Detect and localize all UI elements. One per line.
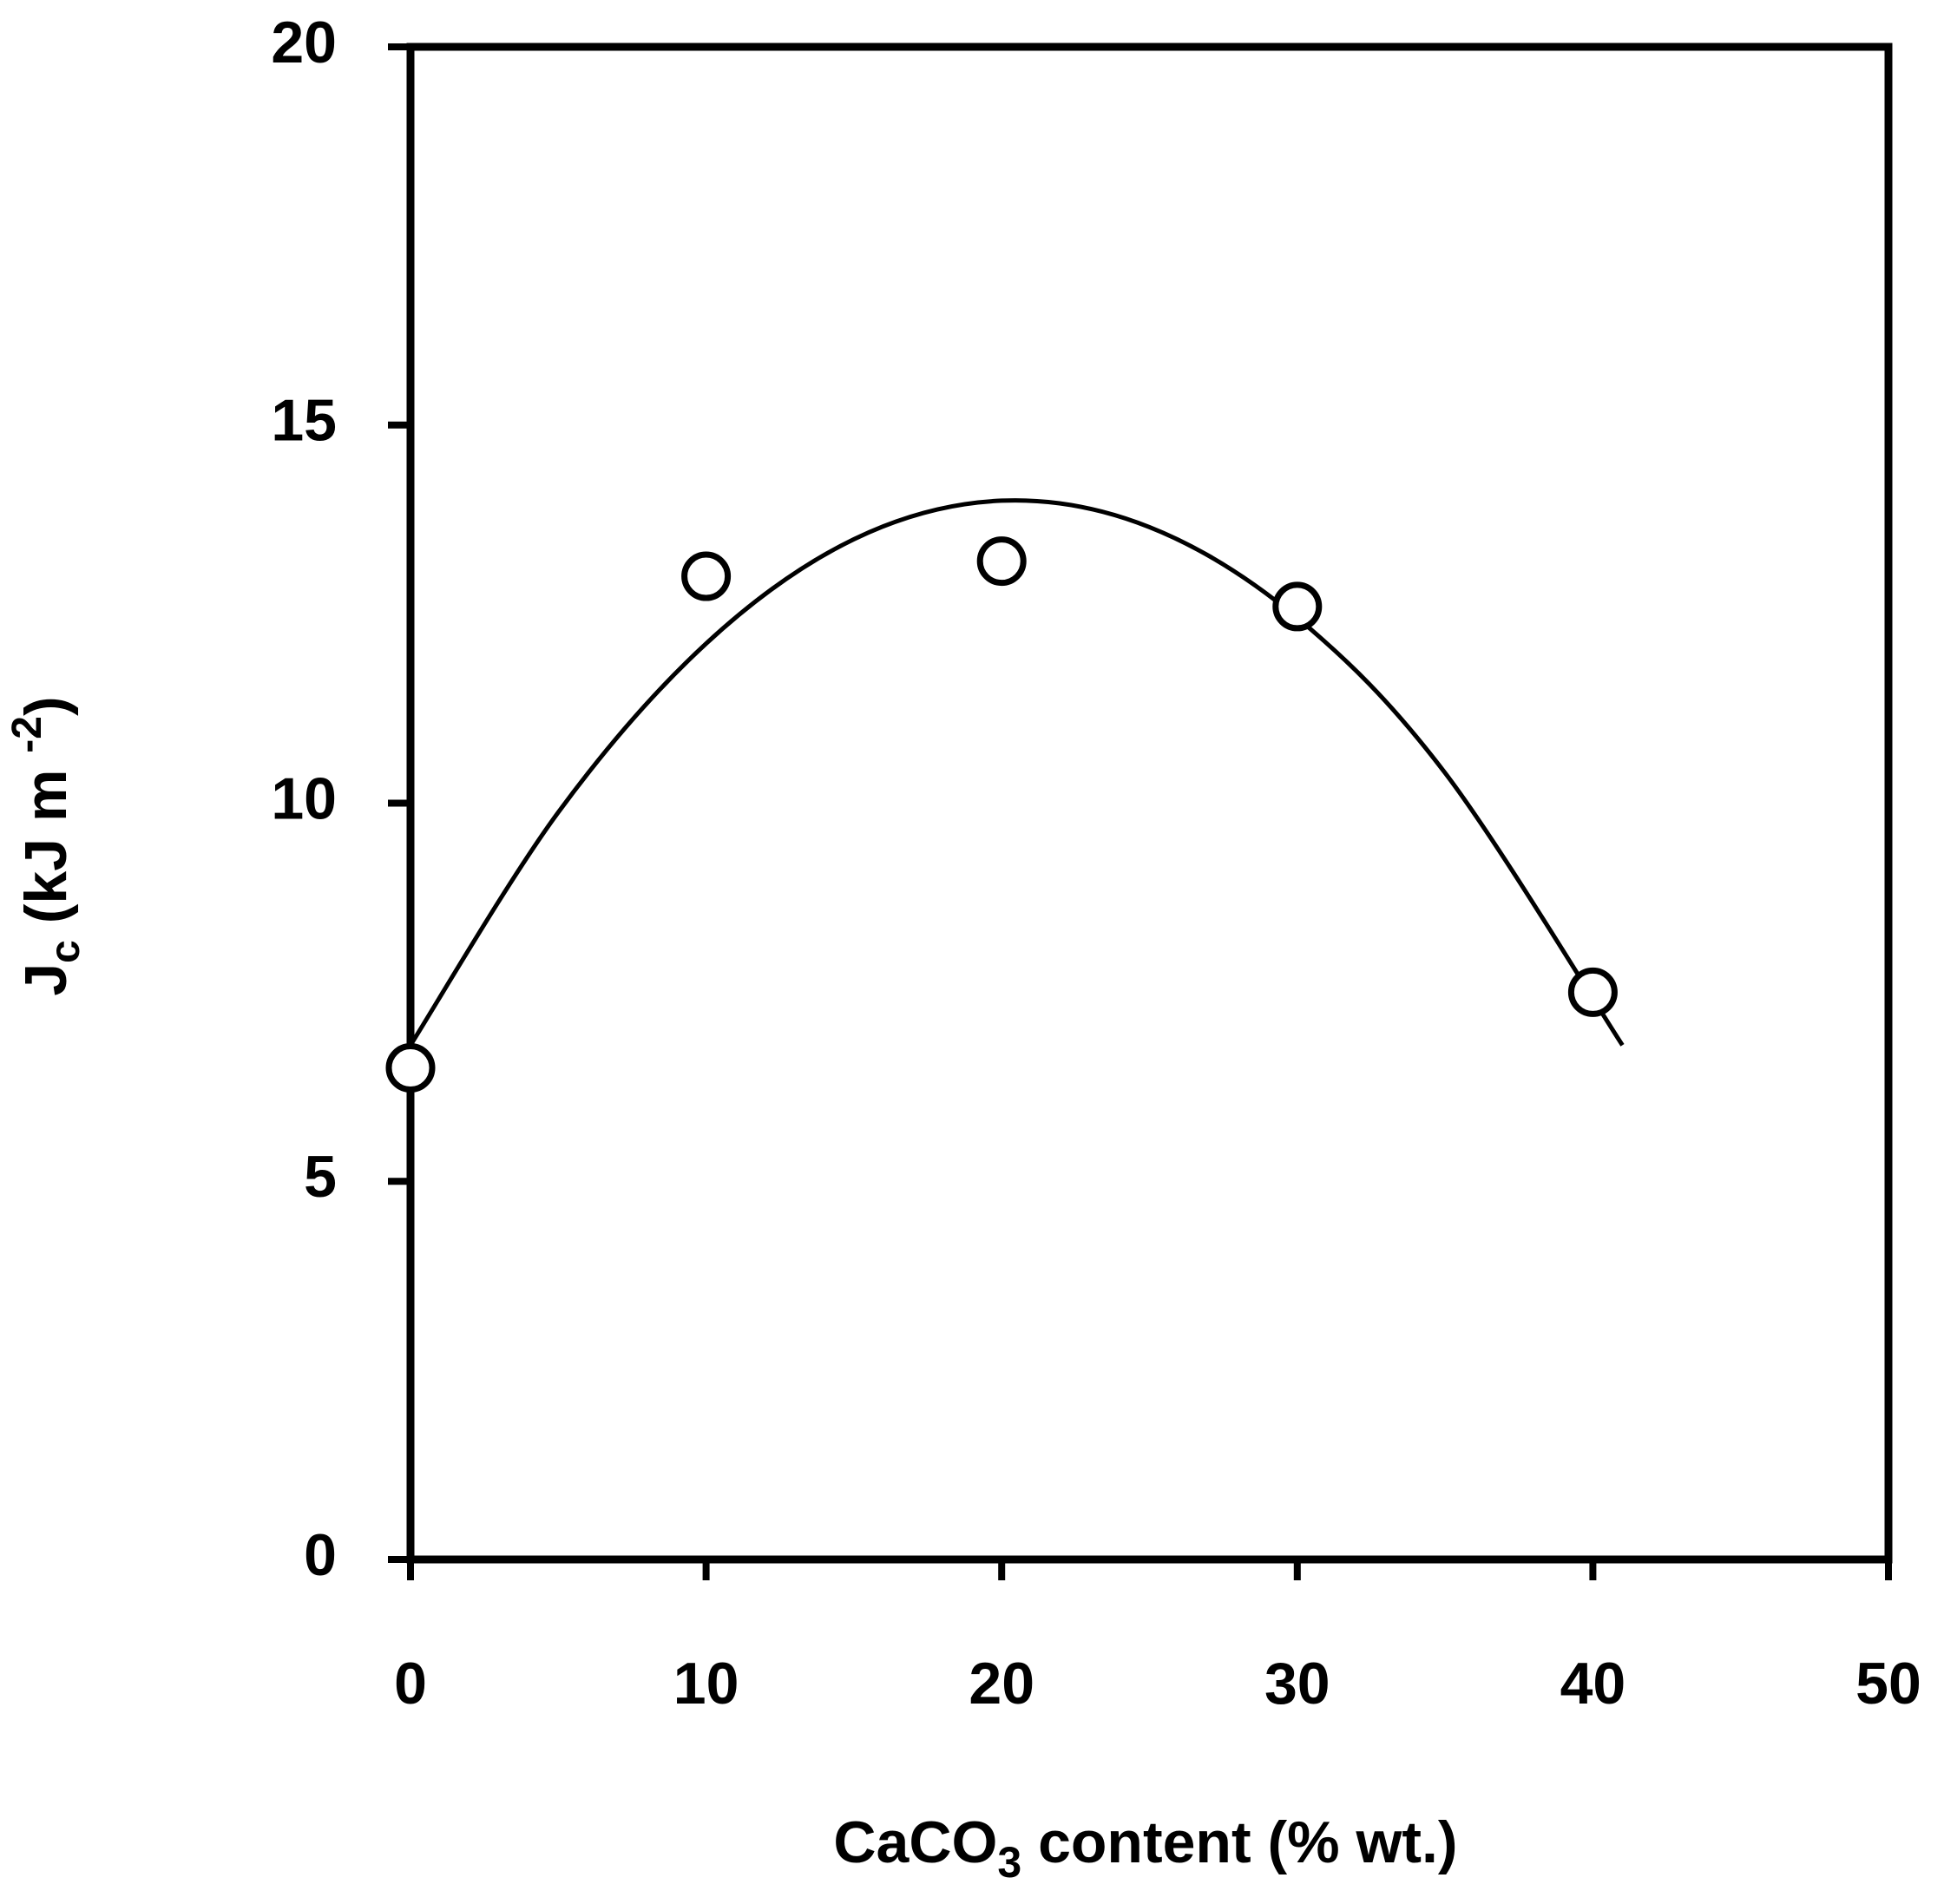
- y-label-part: (kJ m: [13, 753, 79, 940]
- fit-curve: [408, 498, 1625, 1047]
- x-tick-label: 40: [1560, 1651, 1626, 1717]
- y-tick-label: 10: [271, 765, 337, 831]
- x-tick-label: 0: [394, 1651, 427, 1717]
- x-label-part: content (% wt.): [1021, 1809, 1457, 1875]
- x-tick-label: 30: [1264, 1651, 1330, 1717]
- data-point: [976, 536, 1027, 587]
- data-point: [1272, 581, 1323, 632]
- x-tick-label: 10: [673, 1651, 739, 1717]
- y-label-part: ): [13, 696, 79, 716]
- x-tick-label: 50: [1855, 1651, 1921, 1717]
- x-axis-label: CaCO3 content (% wt.): [833, 1809, 1457, 1887]
- data-point: [681, 551, 732, 601]
- x-label-subscript: 3: [997, 1838, 1021, 1887]
- x-tick-label: 20: [969, 1651, 1034, 1717]
- y-tick-label: 5: [304, 1144, 337, 1210]
- y-tick-label: 20: [271, 10, 337, 76]
- y-label-subscript: c: [43, 940, 89, 963]
- y-tick-label: 0: [304, 1522, 337, 1588]
- data-point: [385, 1043, 436, 1093]
- y-label-part: J: [13, 963, 79, 996]
- x-label-part: CaCO: [833, 1809, 997, 1875]
- y-axis-label: Jc (kJ m -2): [4, 696, 89, 995]
- y-label-superscript: -2: [4, 716, 50, 753]
- y-tick-label: 15: [271, 388, 337, 454]
- data-point: [1567, 967, 1618, 1017]
- plot-frame: [406, 43, 1893, 1564]
